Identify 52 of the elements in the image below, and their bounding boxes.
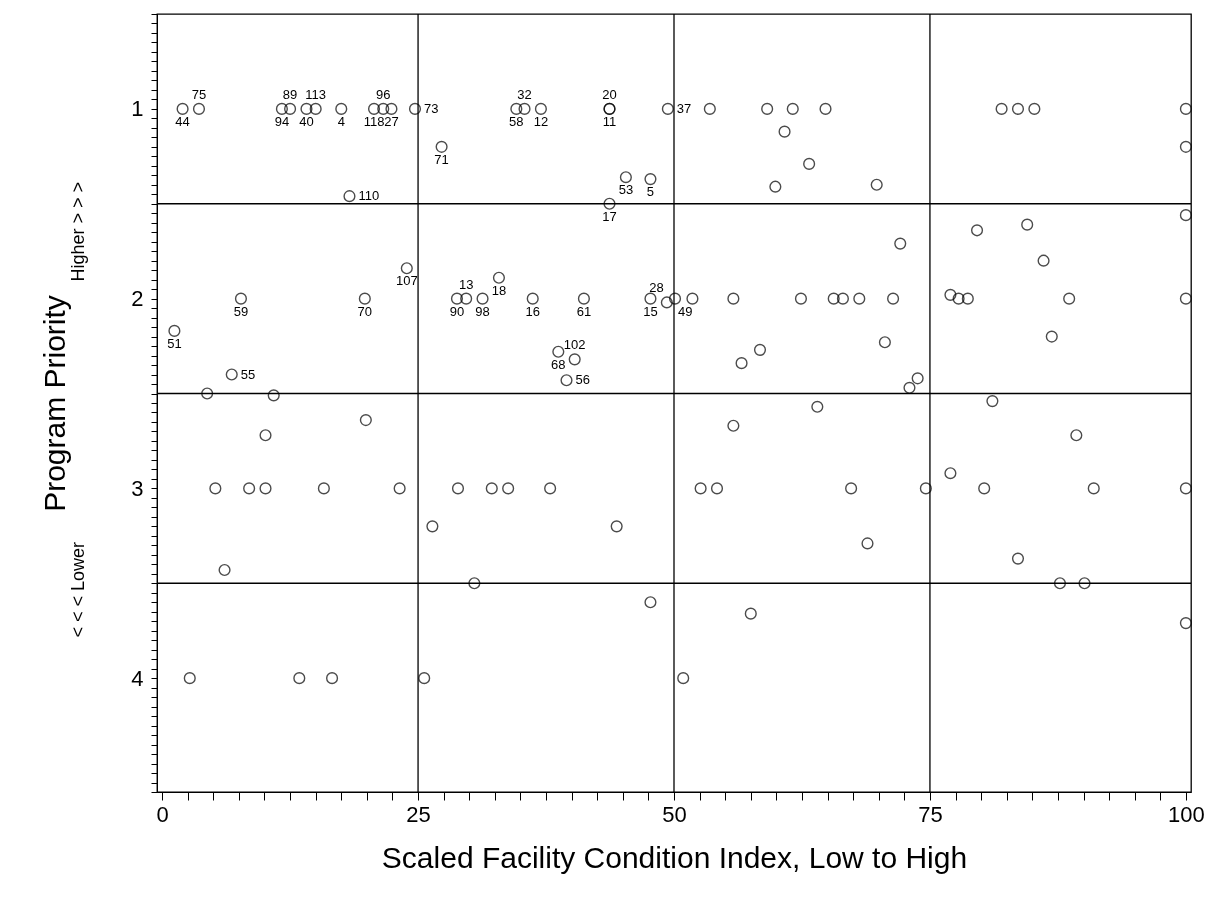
- annotation: 71: [434, 151, 449, 167]
- annotation: 15: [643, 303, 658, 319]
- annotation: 59: [233, 303, 249, 319]
- annotation: 58: [509, 113, 524, 129]
- y-axis-title: Program Priority: [38, 295, 72, 512]
- x-tick-label: 75: [918, 801, 943, 827]
- y-tick-label: 2: [131, 286, 144, 312]
- annotation: 4: [337, 113, 345, 129]
- x-axis-title: Scaled Facility Condition Index, Low to High: [381, 840, 968, 874]
- annotation: 96: [376, 86, 391, 102]
- annotation: 68: [551, 356, 566, 372]
- annotation: 94: [274, 113, 290, 129]
- y-tick-label: 4: [131, 665, 144, 691]
- x-tick-label: 25: [406, 801, 431, 827]
- annotation: 118: [363, 113, 385, 129]
- annotation: 102: [563, 337, 586, 353]
- y-tick-label: 1: [131, 96, 144, 122]
- annotation: 12: [533, 113, 549, 129]
- annotation: 28: [649, 280, 664, 296]
- annotation: 16: [525, 303, 540, 319]
- annotation: 13: [458, 276, 474, 292]
- annotation: 44: [175, 113, 190, 129]
- x-tick-label: 50: [662, 801, 687, 827]
- annotation: 56: [575, 372, 590, 388]
- annotation: 90: [449, 303, 465, 319]
- annotation: 98: [475, 303, 490, 319]
- annotation: 37: [676, 100, 692, 116]
- annotation: 61: [576, 303, 592, 319]
- annotation: 27: [384, 113, 399, 129]
- annotation: 113: [305, 86, 327, 102]
- annotation: 110: [358, 188, 380, 204]
- annotation: 32: [517, 86, 532, 102]
- annotation: 70: [357, 303, 373, 319]
- x-tick-label: 100: [1168, 801, 1205, 827]
- annotation: 53: [618, 182, 634, 198]
- annotation: 18: [491, 282, 507, 298]
- annotation: 49: [678, 303, 693, 319]
- annotation: 107: [395, 273, 418, 289]
- annotation: 73: [423, 100, 439, 116]
- annotation: 75: [191, 86, 207, 102]
- text: Higher > > >: [68, 182, 88, 282]
- annotation: 20: [602, 86, 617, 102]
- text: < < < Lower: [68, 541, 88, 638]
- annotation: 40: [299, 113, 314, 129]
- annotation: 51: [167, 335, 182, 351]
- annotation: 89: [282, 86, 298, 102]
- annotation: 55: [240, 366, 256, 382]
- annotation: 11: [602, 113, 617, 129]
- annotation: 5: [646, 184, 655, 200]
- y-tick-label: 3: [131, 475, 144, 501]
- annotation: 17: [602, 208, 617, 224]
- x-tick-label: 0: [156, 801, 169, 827]
